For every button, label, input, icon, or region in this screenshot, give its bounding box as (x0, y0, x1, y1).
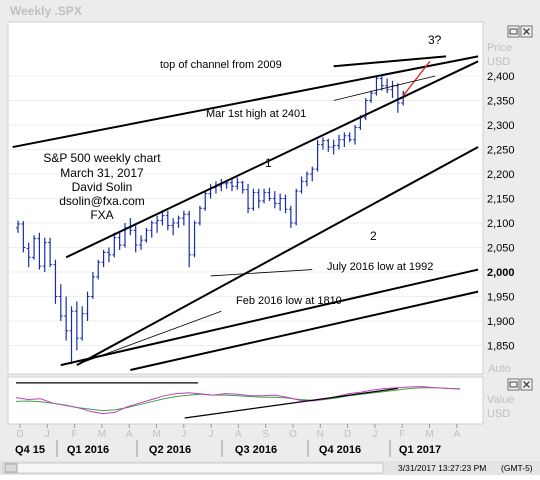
annotation-leader (82, 310, 222, 364)
trendline (12, 55, 479, 149)
time-tick-label: D (344, 429, 351, 440)
price-tick-label: 2,100 (487, 218, 515, 230)
time-tick-label: J (209, 429, 214, 440)
time-tick-label: J (45, 429, 50, 440)
time-tick-label: M (98, 429, 106, 440)
annotation-feb-low: Feb 2016 low at 1810 (236, 295, 342, 307)
auto-scale-label[interactable]: Auto (488, 363, 511, 375)
wave-label-1: 1 (265, 156, 272, 170)
trendline (333, 55, 447, 68)
annotation-leader (333, 75, 436, 101)
info-line-1: S&P 500 weekly chart (43, 151, 161, 165)
annotation-channel: top of channel from 2009 (160, 59, 282, 71)
annotation-july-low: July 2016 low at 1992 (327, 261, 433, 273)
time-tick-label: A (126, 429, 133, 440)
price-trendlines (12, 55, 479, 371)
price-axis-title: Price (487, 42, 512, 54)
info-line-5: FXA (90, 208, 113, 222)
oscillator-fast-line (15, 386, 461, 415)
indicator-axis-title: Value (487, 394, 514, 406)
time-tick-label: F (399, 429, 405, 440)
trendline (60, 268, 479, 367)
wave-label-3: 3? (428, 33, 442, 47)
price-tick-label: 2,250 (487, 145, 515, 157)
time-tick-label: M (152, 429, 160, 440)
price-tick-label: 1,950 (487, 292, 515, 304)
annotation-leader (210, 269, 313, 277)
forecast-line (402, 60, 431, 96)
time-axis: D J F M A M J J A S O N D J F M A Q4 15 Q1 2016 Q2 2016 Q3 2… (15, 424, 460, 457)
trendline (130, 290, 479, 371)
price-tick-label: 2,050 (487, 243, 515, 255)
time-tick-label: A (453, 429, 460, 440)
quarter-label: Q4 15 (15, 444, 45, 456)
scrollbar-track[interactable] (2, 462, 384, 474)
price-tick-label: 1,900 (487, 316, 515, 328)
time-tick-label: O (289, 429, 297, 440)
time-tick-label: J (181, 429, 186, 440)
scroll-thumb[interactable] (4, 463, 18, 473)
close-icon[interactable] (520, 378, 533, 391)
info-line-2: March 31, 2017 (60, 166, 144, 180)
restore-icon[interactable] (507, 378, 520, 391)
window-title: Weekly .SPX (10, 4, 82, 18)
time-tick-label: J (372, 429, 377, 440)
time-tick-label: F (72, 429, 78, 440)
price-tick-label: 1,850 (487, 341, 515, 353)
quarter-label: Q4 2016 (319, 444, 361, 456)
quarter-label: Q1 2016 (67, 444, 109, 456)
oscillator-trendline (184, 387, 398, 419)
quarter-label: Q2 2016 (149, 444, 191, 456)
annotation-leaders (82, 75, 436, 364)
close-icon[interactable] (520, 25, 533, 38)
price-tick-label: 2,300 (487, 120, 515, 132)
price-candles (16, 75, 406, 365)
price-tick-label: 2,400 (487, 71, 515, 83)
oscillator (15, 382, 461, 419)
quarter-label: Q3 2016 (235, 444, 277, 456)
time-tick-label: S (262, 429, 269, 440)
price-axis-unit: USD (487, 56, 510, 68)
restore-icon[interactable] (507, 25, 520, 38)
price-tick-label: 2,200 (487, 169, 515, 181)
indicator-plot-area (7, 376, 484, 425)
time-tick-label: M (425, 429, 433, 440)
price-axis-ticks: 1,850 1,900 1,950 2,000 2,050 2,100 2,150 2,200… (487, 71, 515, 353)
quarter-label: Q1 2017 (399, 444, 441, 456)
wave-label-2: 2 (370, 229, 377, 243)
indicator-axis-unit: USD (487, 408, 510, 420)
trendline (76, 146, 479, 366)
time-tick-label: A (235, 429, 242, 440)
price-tick-label: 2,350 (487, 96, 515, 108)
annotation-mar-high: Mar 1st high at 2401 (206, 108, 306, 120)
time-tick-label: N (317, 429, 324, 440)
time-tick-label: D (16, 429, 23, 440)
price-tick-label: 2,000 (487, 267, 515, 279)
info-line-3: David Solin (72, 180, 133, 194)
status-timestamp: 3/31/2017 13:27:23 PM (398, 463, 486, 473)
trendline (65, 60, 479, 259)
status-timezone: (GMT-5) (501, 463, 533, 473)
price-tick-label: 2,150 (487, 194, 515, 206)
oscillator-slow-line (15, 387, 461, 412)
info-line-4: dsolin@fxa.com (59, 194, 145, 208)
